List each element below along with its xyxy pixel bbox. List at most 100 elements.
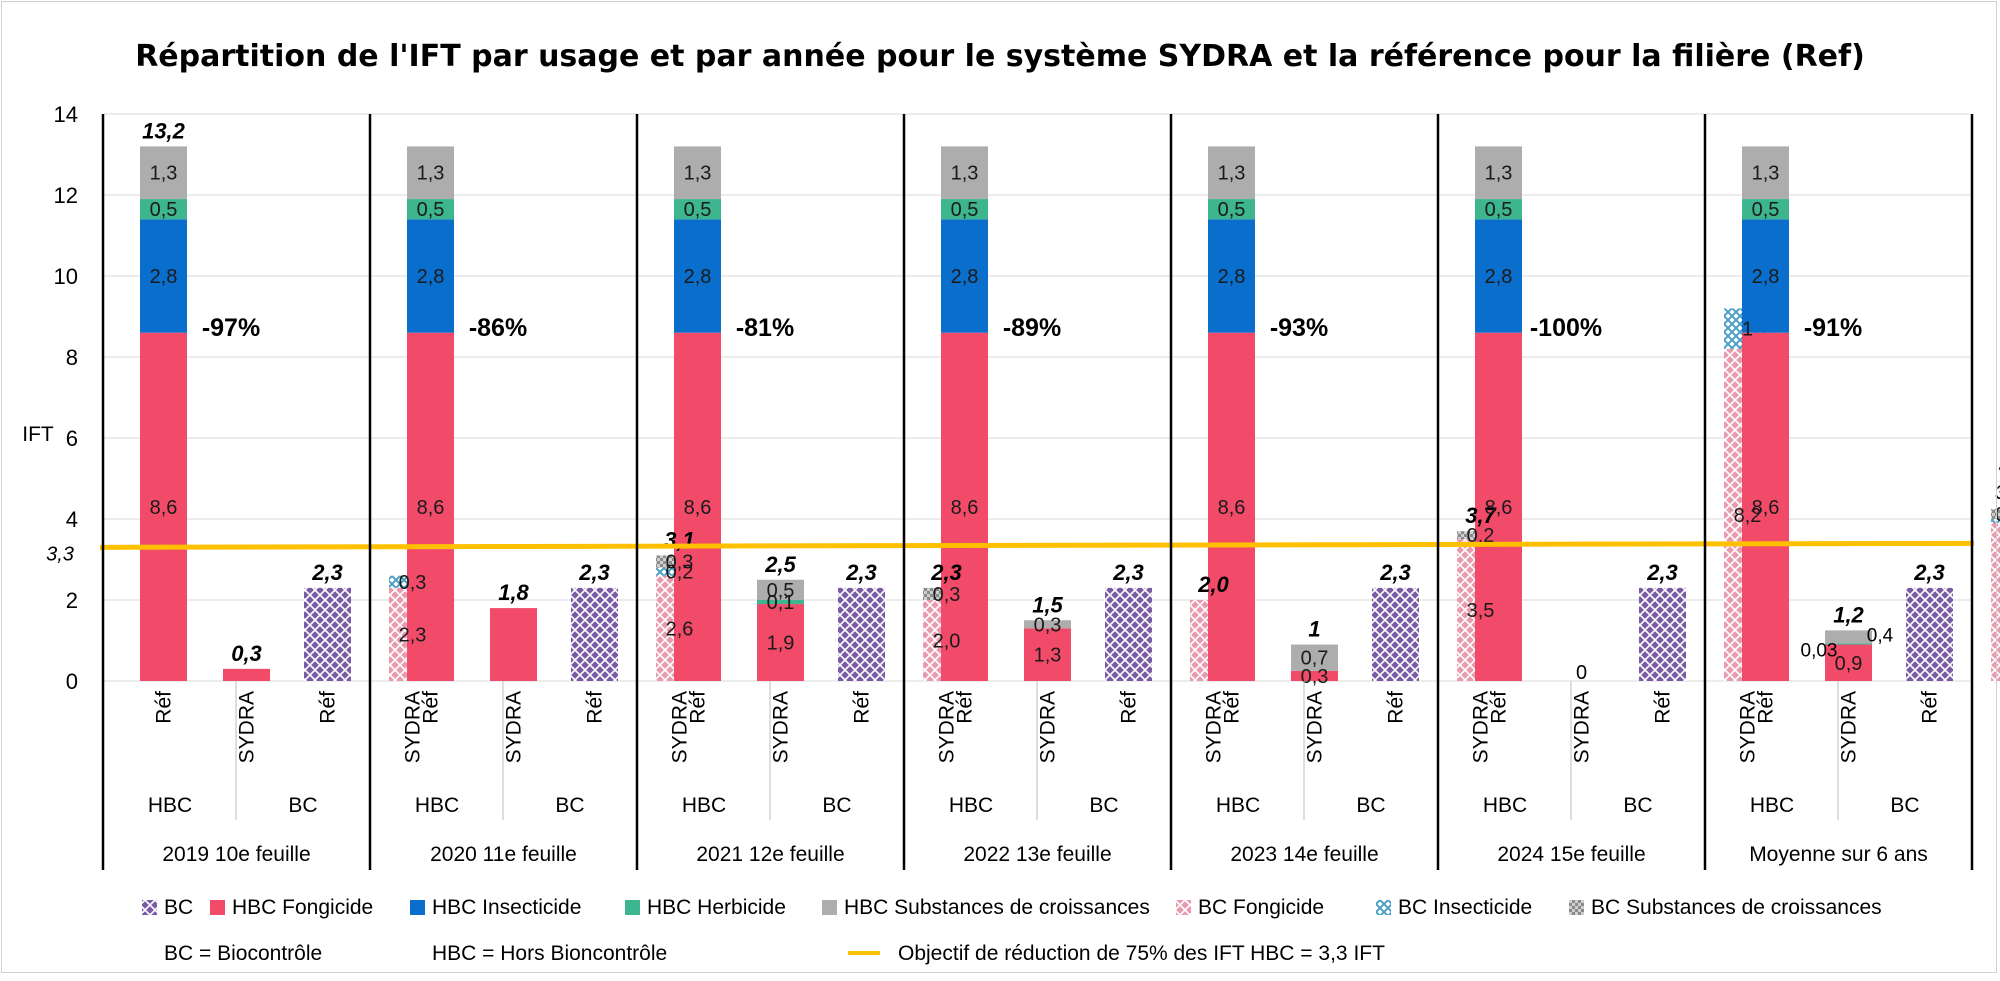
y-tick-label: 0 bbox=[66, 669, 78, 694]
legend-label: BC Substances de croissances bbox=[1591, 896, 1882, 919]
group-label: 2019 10e feuille bbox=[162, 843, 310, 866]
legend-label: BC Insecticide bbox=[1398, 896, 1532, 919]
segment-value-label: 2,0 bbox=[933, 631, 961, 653]
bar-system-label: SYDRA bbox=[1470, 691, 1493, 763]
bar-segment-hbc_fongicide bbox=[140, 332, 187, 681]
y-axis-label: IFT bbox=[22, 423, 54, 446]
segment-value-label: 1,3 bbox=[684, 163, 712, 185]
bar-segment-hbc_insecticide bbox=[1742, 219, 1789, 333]
bar-system-label: Réf bbox=[1652, 691, 1675, 724]
bar-segment-hbc_croissance bbox=[1742, 146, 1789, 200]
legend-label: BC bbox=[164, 896, 193, 919]
reduction-label: -86% bbox=[469, 314, 527, 342]
subgroup-label: BC bbox=[822, 794, 851, 817]
segment-value-label: 0,3 bbox=[1301, 666, 1329, 688]
bar-segment-bc bbox=[304, 587, 351, 681]
subgroup-label: HBC bbox=[1216, 794, 1260, 817]
legend-swatch-bc_fongicide bbox=[1176, 900, 1191, 915]
bar-segment-hbc_herbicide bbox=[140, 199, 187, 220]
bar-segment-bc bbox=[1372, 587, 1419, 681]
bar-segment-hbc_insecticide bbox=[1208, 219, 1255, 333]
bar-segment-hbc_herbicide bbox=[1825, 643, 1872, 645]
bar-system-label: SYDRA bbox=[402, 691, 425, 763]
subgroup-label: HBC bbox=[1483, 794, 1527, 817]
segment-value-label: 1,3 bbox=[951, 163, 979, 185]
segment-value-label: 0,3 bbox=[1034, 614, 1062, 636]
y-tick-label: 6 bbox=[66, 426, 78, 451]
segment-value-label: 0,25 bbox=[1995, 504, 2000, 526]
legend-label: HBC Substances de croissances bbox=[844, 896, 1150, 919]
chart-title: Répartition de l'IFT par usage et par an… bbox=[135, 39, 1865, 74]
segment-value-label: 8,6 bbox=[1752, 497, 1780, 519]
bar-total-label: 3,1 bbox=[664, 527, 695, 552]
reduction-label: -93% bbox=[1270, 314, 1328, 342]
legend-note: Objectif de réduction de 75% des IFT HBC… bbox=[898, 942, 1385, 965]
bar-segment-hbc_insecticide bbox=[407, 219, 454, 333]
y-tick-label: 10 bbox=[54, 264, 78, 289]
bar-total-label: 2,3 bbox=[1379, 560, 1411, 585]
segment-value-label: 2,8 bbox=[951, 266, 979, 288]
bar-segment-hbc_fongicide bbox=[1825, 644, 1872, 681]
segment-value-label: 8,6 bbox=[1218, 497, 1246, 519]
segment-value-label: 0,5 bbox=[767, 580, 795, 602]
segment-value-label: 8,2 bbox=[1734, 505, 1762, 527]
y-tick-label: 14 bbox=[54, 102, 78, 127]
bar-segment-hbc_fongicide bbox=[223, 668, 270, 681]
legend-swatch-bc_croissance bbox=[1569, 900, 1584, 915]
legend-note: BC = Biocontrôle bbox=[164, 942, 322, 965]
segment-value-label: 0,5 bbox=[1752, 199, 1780, 221]
subgroup-label: HBC bbox=[148, 794, 192, 817]
bar-segment-bc_fongicide bbox=[1991, 523, 2000, 681]
segment-value-label: 1,9 bbox=[767, 633, 795, 655]
segment-value-label: 0,3 bbox=[933, 584, 961, 606]
bar-system-label: Réf bbox=[1488, 691, 1511, 724]
bar-segment-hbc_croissance bbox=[1475, 146, 1522, 200]
group-label: 2021 12e feuille bbox=[696, 843, 844, 866]
bar-segment-hbc_fongicide bbox=[1208, 332, 1255, 681]
bar-segment-bc bbox=[838, 587, 885, 681]
bar-segment-hbc_herbicide bbox=[1742, 199, 1789, 220]
bar-system-label: SYDRA bbox=[770, 691, 793, 763]
bar-segment-bc_croissance bbox=[1991, 508, 2000, 519]
legend-swatch-bc_insecticide bbox=[1376, 900, 1391, 915]
segment-value-label: 1,3 bbox=[1752, 163, 1780, 185]
bar-segment-hbc_herbicide bbox=[757, 600, 804, 605]
bar-segment-hbc_insecticide bbox=[140, 219, 187, 333]
bar-total-label: 1 bbox=[1308, 617, 1320, 642]
bar-system-label: Réf bbox=[1919, 691, 1942, 724]
bar-total-label: 2,3 bbox=[1646, 560, 1678, 585]
bar-system-label: Réf bbox=[1385, 691, 1408, 724]
y-tick-label: 4 bbox=[66, 507, 78, 532]
legend-label: HBC Fongicide bbox=[232, 896, 373, 919]
bar-segment-hbc_fongicide bbox=[490, 608, 537, 681]
bar-system-label: SYDRA bbox=[1037, 691, 1060, 763]
bar-total-label: 3,7 bbox=[1465, 503, 1497, 528]
zero-value-label: 0 bbox=[1576, 662, 1587, 684]
bar-system-label: Réf bbox=[687, 691, 710, 724]
group-label: 2020 11e feuille bbox=[430, 843, 577, 866]
y-tick-label: 12 bbox=[54, 183, 78, 208]
segment-value-label: 0,3 bbox=[399, 572, 427, 594]
bar-system-label: Réf bbox=[153, 691, 176, 724]
segment-value-label: 0,2 bbox=[1467, 525, 1495, 547]
segment-value-label: 1,3 bbox=[1485, 163, 1513, 185]
bar-segment-hbc_insecticide bbox=[674, 219, 721, 333]
segment-value-label: 1,3 bbox=[1218, 163, 1246, 185]
bar-segment-hbc_croissance bbox=[1208, 146, 1255, 200]
segment-value-label: 0,5 bbox=[150, 199, 178, 221]
group-label: 2023 14e feuille bbox=[1230, 843, 1378, 866]
bar-segment-bc bbox=[1639, 587, 1686, 681]
legend-label: BC Fongicide bbox=[1198, 896, 1324, 919]
segment-value-label: 1,3 bbox=[1034, 645, 1062, 667]
segment-value-label: 0,7 bbox=[1301, 648, 1329, 670]
bar-system-label: Réf bbox=[584, 691, 607, 724]
segment-value-label: 2,8 bbox=[684, 266, 712, 288]
bar-system-label: SYDRA bbox=[503, 691, 526, 763]
bar-system-label: SYDRA bbox=[1304, 691, 1327, 763]
segment-value-label: 8,6 bbox=[951, 497, 979, 519]
subgroup-label: BC bbox=[288, 794, 317, 817]
reduction-label: -81% bbox=[736, 314, 794, 342]
segment-value-label: 2,8 bbox=[1485, 266, 1513, 288]
bar-segment-hbc_fongicide bbox=[941, 332, 988, 681]
